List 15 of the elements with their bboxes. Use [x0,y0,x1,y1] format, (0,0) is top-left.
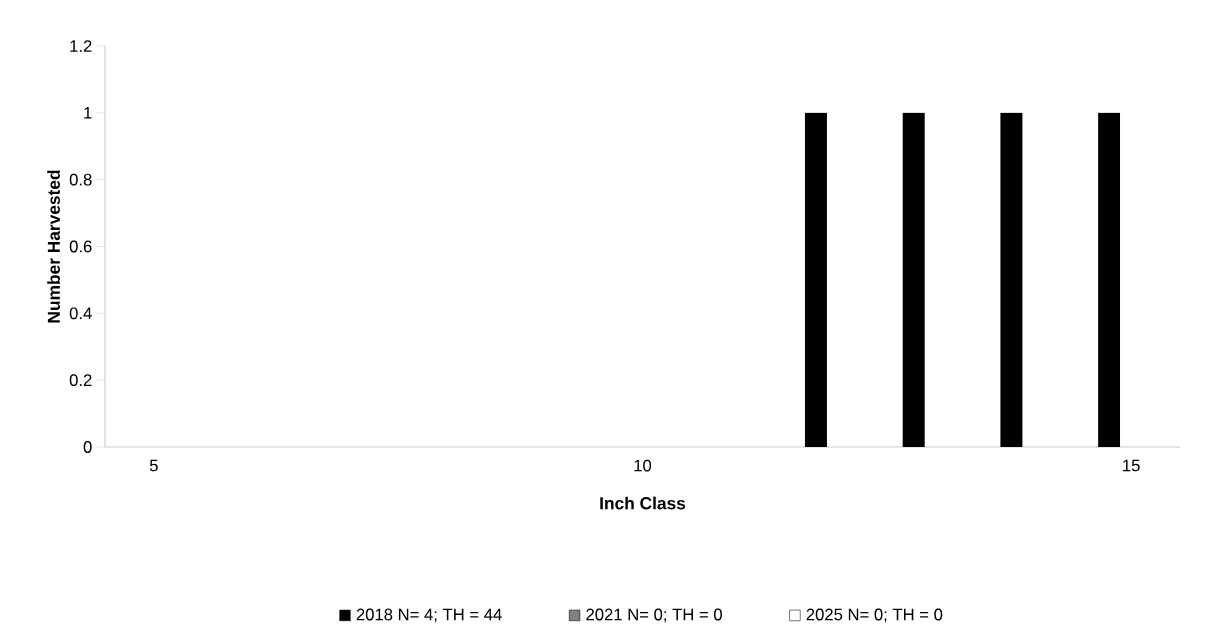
y-tick-label: 0.8 [69,173,92,186]
x-tick-label: 5 [149,459,158,472]
x-tick-label: 15 [1123,459,1140,472]
y-tick-label: 0 [83,441,92,454]
y-tick-label: 1.2 [70,40,92,53]
legend-label: 2021 N= 0; TH = 0 [586,608,722,623]
y-tick-label: 1 [84,107,92,119]
y-axis-title: Number Harvested [47,170,60,323]
legend-label: 2018 N= 4; TH = 44 [356,608,502,623]
y-tick-label: 0.2 [69,374,92,387]
y-tick-label: 0.6 [69,240,92,253]
y-tick-label: 0.4 [69,307,92,320]
legend-label: 2025 N= 0; TH = 0 [806,608,943,623]
x-tick-label: 10 [634,459,652,472]
x-axis-title: Inch Class [600,496,686,510]
